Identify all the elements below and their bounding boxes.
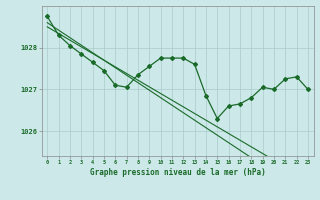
X-axis label: Graphe pression niveau de la mer (hPa): Graphe pression niveau de la mer (hPa) — [90, 168, 266, 177]
